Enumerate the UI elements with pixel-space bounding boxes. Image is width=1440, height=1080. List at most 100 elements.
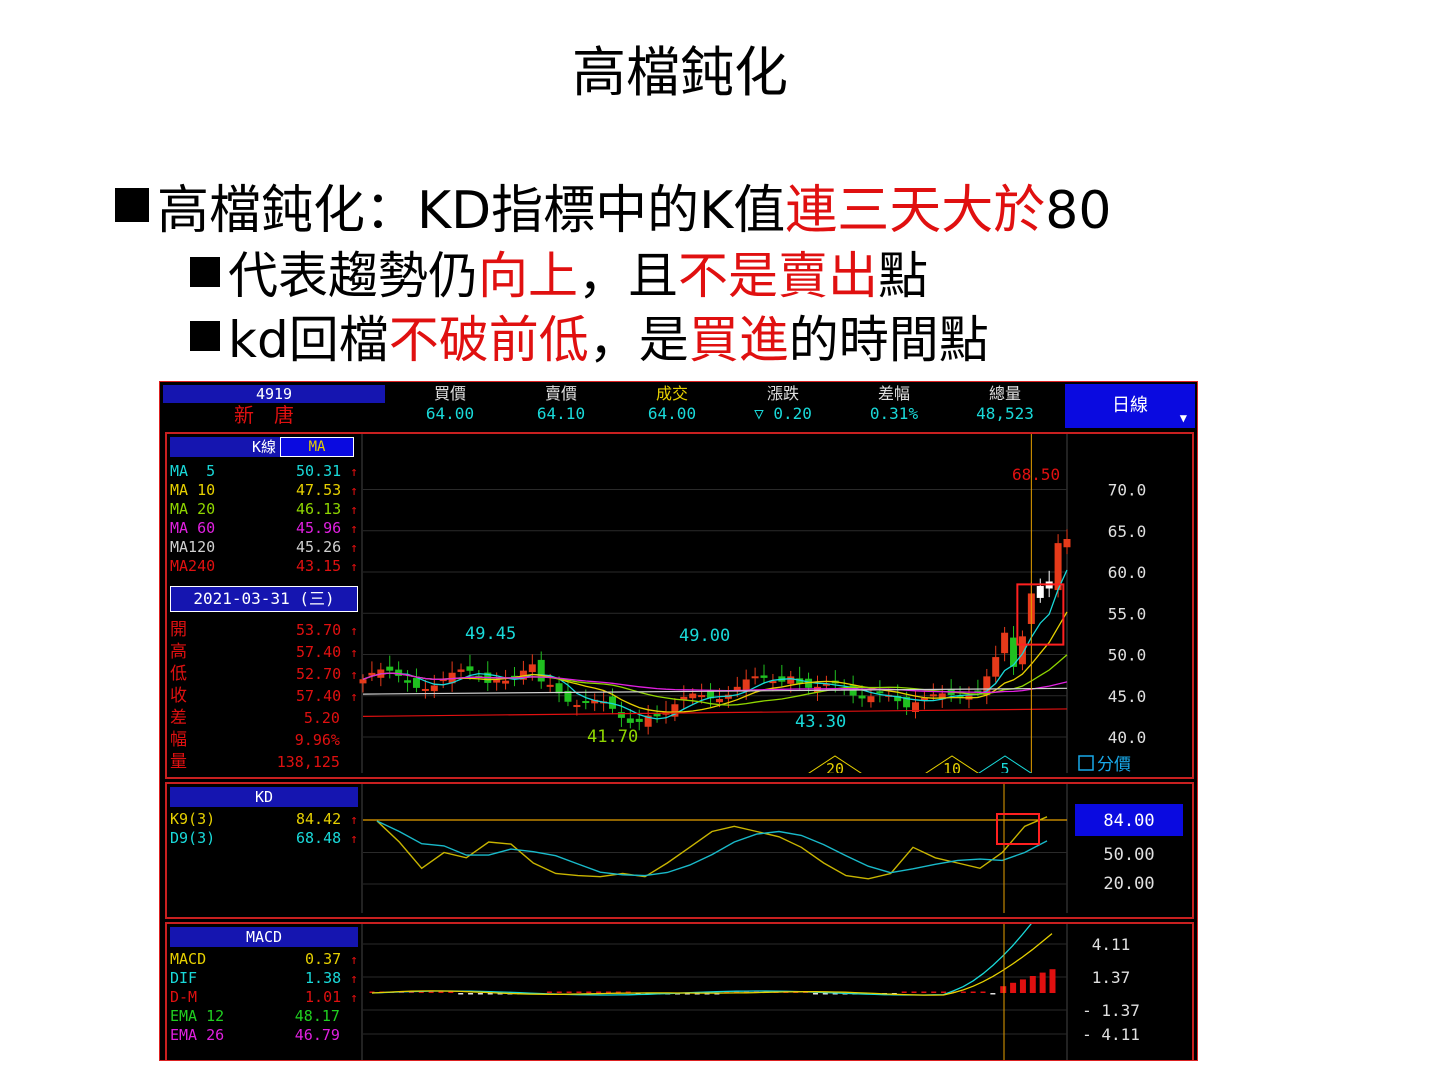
candle-body <box>653 713 661 717</box>
macd-bar <box>576 991 582 993</box>
candle-body <box>644 715 652 727</box>
candle-body <box>671 704 679 717</box>
macd-bar <box>832 993 838 995</box>
macd-bar <box>487 993 493 995</box>
candle-body <box>760 675 768 678</box>
macd-bar <box>418 991 424 993</box>
candle-body <box>1054 543 1062 591</box>
ohlc-label: 量 <box>170 752 187 772</box>
macd-bar <box>921 991 927 993</box>
quote-label: 成交 <box>655 384 688 403</box>
candle-body <box>912 702 920 712</box>
ohlc-label: 差 <box>170 708 187 728</box>
ma-value: 47.53 <box>295 481 342 499</box>
candle-body <box>457 669 465 672</box>
peak-label: 68.50 <box>1012 465 1060 484</box>
ma-label: MA 5 <box>170 462 216 480</box>
candle-body <box>1036 586 1044 598</box>
trough-label: 41.70 <box>587 727 638 747</box>
quote-column: 買價 64.00 <box>400 384 500 424</box>
candle-body <box>840 688 848 691</box>
y-tick: 65.0 <box>1108 522 1147 541</box>
macd-bar <box>714 993 720 995</box>
bullet-2-run: ，且 <box>578 247 678 305</box>
ma-value: 43.15 <box>295 557 342 575</box>
ma-marker <box>925 755 979 773</box>
bullet-3: kd回檔不破前低，是買進的時間點 <box>190 300 989 372</box>
peak-label: 49.00 <box>679 626 730 646</box>
macd-bar <box>596 991 602 993</box>
candle-body <box>359 679 367 684</box>
kd-d-value: 68.48 <box>295 829 342 847</box>
macd-label: MACD <box>170 950 207 968</box>
y-tick: 40.0 <box>1108 728 1147 747</box>
kline-chart[interactable]: 70.0 65.0 60.0 55.0 50.0 45.0 40.0 49.45 49.00 68… <box>167 434 1188 773</box>
macd-chart[interactable]: 4.11 1.37 - 1.37 - 4.11 <box>167 924 1188 1061</box>
macd-bar <box>625 991 631 993</box>
ma-label: MA 60 <box>170 519 216 537</box>
bullet-2-run: 向上 <box>478 247 578 305</box>
highlight-box <box>996 813 1040 845</box>
macd-tick: 1.37 <box>1092 968 1131 987</box>
macd-bar <box>724 991 730 993</box>
macd-value: 0.37 <box>305 950 342 968</box>
ma-label: MA 20 <box>170 500 216 518</box>
bullet-3-run: kd回檔 <box>228 311 389 369</box>
ma-value: 46.13 <box>295 500 342 518</box>
candle-body <box>876 691 884 694</box>
candle-body <box>466 666 474 671</box>
y-tick: 50.0 <box>1108 646 1147 665</box>
candle-body <box>519 670 527 680</box>
ohlc-value: 53.70 <box>295 621 342 639</box>
kd-chart[interactable]: 84.00 50.00 20.00 <box>167 784 1188 913</box>
bullet-1-run: 高檔鈍化：KD指標中的K值 <box>157 181 786 241</box>
macd-bar <box>606 991 612 993</box>
candle-body <box>421 688 429 691</box>
candle-body <box>1063 539 1071 548</box>
ma-label: MA 10 <box>170 481 216 499</box>
arrow-up-icon: ↑ <box>350 690 358 705</box>
macd-bar <box>635 993 641 995</box>
chevron-down-icon[interactable]: ▼ <box>1179 411 1187 425</box>
arrow-up-icon: ↑ <box>350 560 358 575</box>
bullet-3-run: ，是 <box>588 311 689 369</box>
macd-bar <box>438 991 444 993</box>
ma-marker <box>808 755 862 773</box>
bullet-1-text: 高檔鈍化：KD指標中的K值連三天大於80 <box>157 181 1111 241</box>
kd-tick: 20.00 <box>1103 874 1154 894</box>
kd-panel: KD K9(3) 84.42 ↑ D9(3) 68.48 ↑ 84.00 50.00 2… <box>165 782 1194 919</box>
quote-column: 成交 64.00 <box>622 384 722 424</box>
candle-body <box>546 684 554 687</box>
period-select[interactable]: 日線 ▼ <box>1065 384 1195 428</box>
macd-bar <box>369 991 375 993</box>
candle-body <box>920 698 928 701</box>
candle-body <box>974 690 982 693</box>
y-tick: 45.0 <box>1108 687 1147 706</box>
stock-code[interactable]: 4919 <box>163 385 385 403</box>
macd-bar <box>556 991 562 993</box>
ma-value: 45.26 <box>295 538 342 556</box>
macd-bar <box>694 993 700 995</box>
kline-tab-k[interactable]: K線 <box>170 437 280 457</box>
ohlc-label: 幅 <box>170 730 187 750</box>
kline-tab-ma[interactable]: MA <box>280 437 354 457</box>
quote-value: 48,523 <box>976 404 1034 423</box>
bullet-1-run: 80 <box>1045 181 1112 241</box>
ohlc-value: 52.70 <box>295 665 342 683</box>
candle-body <box>582 700 590 703</box>
arrow-up-icon: ↑ <box>350 991 358 1006</box>
candle-body <box>938 693 946 700</box>
kd-k-label: K9(3) <box>170 810 216 828</box>
ma-label: MA120 <box>170 538 216 556</box>
macd-bar <box>822 993 828 995</box>
fen-jia-label: 分價 <box>1097 755 1131 773</box>
ohlc-value: 57.40 <box>295 643 342 661</box>
ma240-line <box>362 708 1068 717</box>
square-bullet-icon <box>190 321 220 351</box>
bullet-2-run: 不是賣出 <box>678 247 878 305</box>
arrow-up-icon: ↑ <box>350 832 358 847</box>
candle-body <box>635 718 643 722</box>
macd-bar <box>1000 986 1007 993</box>
kd-line <box>376 816 1048 880</box>
period-label: 日線 <box>1112 395 1148 416</box>
